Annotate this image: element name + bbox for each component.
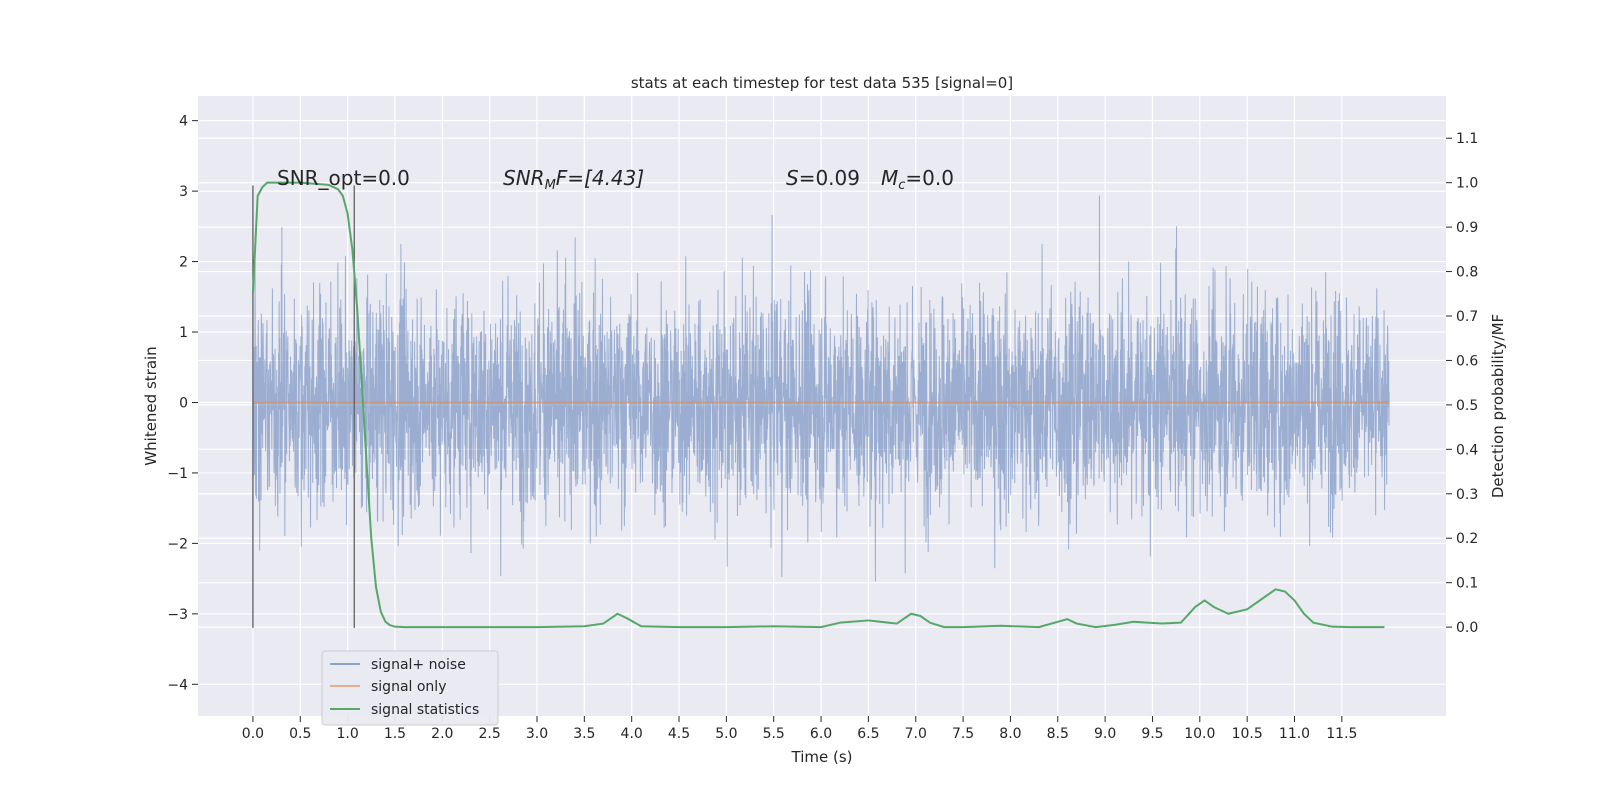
right-y-tick-label: 0.0 [1456, 620, 1478, 636]
annotation-s-value: =0.09 [799, 166, 860, 190]
annotation-snr-opt: SNR_opt=0.0 [277, 166, 410, 190]
annotation-mc-sub: c [898, 178, 905, 193]
y-tick-label: −1 [167, 466, 188, 482]
right-y-tick-label: 0.5 [1456, 398, 1478, 414]
chart-title: stats at each timestep for test data 535… [631, 74, 1013, 92]
right-y-tick-label: 0.1 [1456, 576, 1478, 592]
annotation-mc-value: =0.0 [905, 166, 954, 190]
annotation-snr-mf-prefix: SNR [503, 166, 545, 190]
annotation-s: S=0.09 [786, 166, 860, 190]
right-y-tick-label: 1.0 [1456, 176, 1478, 192]
x-tick-label: 2.0 [431, 726, 453, 742]
series-line-signal-statistics [251, 181, 1385, 629]
y-tick-label: 2 [179, 255, 188, 271]
x-tick-label: 10.0 [1184, 726, 1215, 742]
x-tick-label: 1.0 [336, 726, 358, 742]
vertical-markers [252, 185, 355, 628]
x-tick-label: 7.0 [905, 726, 927, 742]
right-y-tick-label: 0.4 [1456, 442, 1478, 458]
right-y-tick-label: 0.2 [1456, 531, 1478, 547]
right-y-tick-label: 0.8 [1456, 265, 1478, 281]
x-tick-label: 9.5 [1141, 726, 1163, 742]
x-axis-label: Time (s) [791, 748, 853, 766]
x-tick-label: 7.5 [952, 726, 974, 742]
x-tick-label: 11.5 [1326, 726, 1357, 742]
y-tick-label: 3 [179, 184, 188, 200]
x-tick-label: 3.5 [573, 726, 595, 742]
annotation-mc: Mc=0.0 [881, 166, 954, 193]
x-tick-label: 8.5 [1047, 726, 1069, 742]
x-axis-ticks: 0.0 0.5 1.0 1.5 2.0 2.5 3.0 3.5 4.0 4.5 5.0 5.5 6.0 6… [242, 716, 1357, 742]
y-tick-label: 0 [179, 395, 188, 411]
x-tick-label: 0.5 [289, 726, 311, 742]
legend-label-signal-only: signal only [371, 679, 446, 695]
legend-box [321, 650, 499, 726]
y-tick-label: −3 [167, 607, 188, 623]
annotation-mc-label: M [881, 166, 898, 190]
x-tick-label: 5.5 [763, 726, 785, 742]
annotation-snr-mf: SNRMF=[4.43] [503, 166, 644, 193]
x-tick-label: 11.0 [1279, 726, 1310, 742]
x-tick-label: 10.5 [1232, 726, 1263, 742]
right-y-axis-ticks: 1.1 1.0 0.9 0.8 0.7 0.6 0.5 0.4 0.3 0.2 0.1 0.0 [1446, 131, 1478, 636]
x-tick-label: 3.0 [526, 726, 548, 742]
y-axis-ticks: 4 3 2 1 0 −1 −2 −3 −4 [167, 114, 198, 693]
y-tick-label: 1 [179, 325, 188, 341]
x-tick-label: 0.0 [242, 726, 264, 742]
right-y-tick-label: 1.1 [1456, 131, 1478, 147]
y-axis-label: Whitened strain [142, 346, 160, 465]
right-y-tick-label: 0.3 [1456, 487, 1478, 503]
right-y-tick-label: 0.7 [1456, 309, 1478, 325]
right-y-axis-label: Detection probability/MF [1489, 314, 1507, 498]
y-tick-label: −4 [167, 677, 188, 693]
right-y-tick-label: 0.6 [1456, 353, 1478, 369]
series-signal-statistics [251, 181, 1385, 629]
legend: signal+ noise signal only signal statist… [321, 650, 499, 726]
legend-label-signal-statistics: signal statistics [371, 702, 479, 718]
x-tick-label: 6.0 [810, 726, 832, 742]
y-tick-label: 4 [179, 114, 188, 130]
x-tick-label: 2.5 [479, 726, 501, 742]
x-tick-label: 9.0 [1094, 726, 1116, 742]
series-signal-noise [252, 195, 1390, 582]
y-tick-label: −2 [167, 536, 188, 552]
annotation-snr-mf-sub: M [545, 178, 556, 193]
x-tick-label: 4.0 [621, 726, 643, 742]
x-tick-label: 8.0 [999, 726, 1021, 742]
x-tick-label: 4.5 [668, 726, 690, 742]
legend-label-signal-noise: signal+ noise [371, 657, 466, 673]
annotation-s-label: S [786, 166, 799, 190]
x-tick-label: 5.0 [715, 726, 737, 742]
annotation-snr-mf-suffix: F=[4.43] [556, 166, 644, 190]
series-line-signal-noise [252, 195, 1390, 582]
x-tick-label: 6.5 [857, 726, 879, 742]
x-tick-label: 1.5 [384, 726, 406, 742]
right-y-tick-label: 0.9 [1456, 220, 1478, 236]
